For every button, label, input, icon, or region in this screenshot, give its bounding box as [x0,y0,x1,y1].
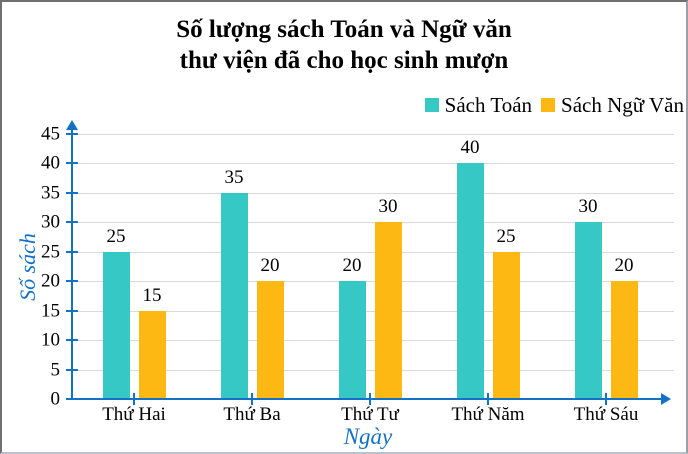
gridline-y-10 [72,340,674,342]
bar-value-label: 30 [378,196,398,218]
bar-value-label: 15 [142,284,162,306]
x-category-label: Thứ Tư [341,404,399,425]
bar-value-label: 35 [224,166,244,188]
y-tick-label: 35 [41,182,60,204]
bar-sach-ngu-van-5 [610,281,638,399]
x-category-label: Thứ Ba [223,404,281,425]
legend-item-sach-toan: Sách Toán [424,92,533,118]
bar-sach-ngu-van-1 [138,310,166,399]
y-tick-label: 45 [41,123,60,145]
legend-label: Sách Ngữ Văn [561,92,684,117]
x-category-label: Thứ Sáu [573,404,639,425]
gridline-y-20 [72,281,674,283]
bar-value-label: 20 [614,255,634,277]
gridline-y-30 [72,222,674,224]
bar-value-label: 25 [106,225,126,247]
gridline-y-15 [72,310,674,312]
bar-sach-ngu-van-2 [256,281,284,399]
y-axis-arrow-icon [66,120,78,130]
bar-sach-toan-1 [102,251,130,399]
y-tick-label: 5 [50,359,61,381]
y-tick-label: 0 [50,388,61,410]
bar-sach-ngu-van-3 [374,222,402,399]
x-axis-line [71,398,662,400]
y-tick-label: 20 [41,270,60,292]
legend-swatch-icon [541,98,556,112]
bar-sach-toan-2 [220,192,248,399]
bar-value-label: 20 [342,255,362,277]
x-category-label: Thứ Năm [451,404,525,425]
y-tick-label: 30 [41,211,60,233]
bar-value-label: 30 [578,196,598,218]
y-axis-line [71,128,73,400]
gridline-y-35 [72,192,674,194]
bar-sach-toan-5 [574,222,602,399]
y-tick-label: 40 [41,152,60,174]
legend: Sách Toán Sách Ngữ Văn [424,92,684,118]
gridline-y-25 [72,251,674,253]
chart-title-line1: Số lượng sách Toán và Ngữ văn [176,16,512,43]
bar-value-label: 40 [460,137,480,159]
legend-item-sach-ngu-van: Sách Ngữ Văn [541,93,684,118]
bar-value-label: 25 [496,225,516,247]
legend-swatch-icon [424,98,439,112]
gridline-y-40 [72,163,674,165]
y-tick-label: 25 [41,241,60,263]
x-axis-arrow-icon [661,393,671,405]
y-tick-label: 15 [41,300,60,322]
x-axis-title: Ngày [343,424,393,449]
legend-label: Sách Toán [444,92,533,117]
chart-title: Số lượng sách Toán và Ngữ văn thư viện đ… [2,14,686,76]
gridline-y-5 [72,369,674,371]
chart-title-line2: thư viện đã cho học sinh mượn [179,47,509,74]
bar-value-label: 20 [260,255,280,277]
y-tick-label: 10 [41,329,60,351]
bar-sach-toan-4 [456,163,484,399]
bar-sach-ngu-van-4 [492,251,520,399]
x-category-label: Thứ Hai [102,404,166,425]
bar-sach-toan-3 [338,281,366,399]
gridline-y-45 [72,134,674,135]
